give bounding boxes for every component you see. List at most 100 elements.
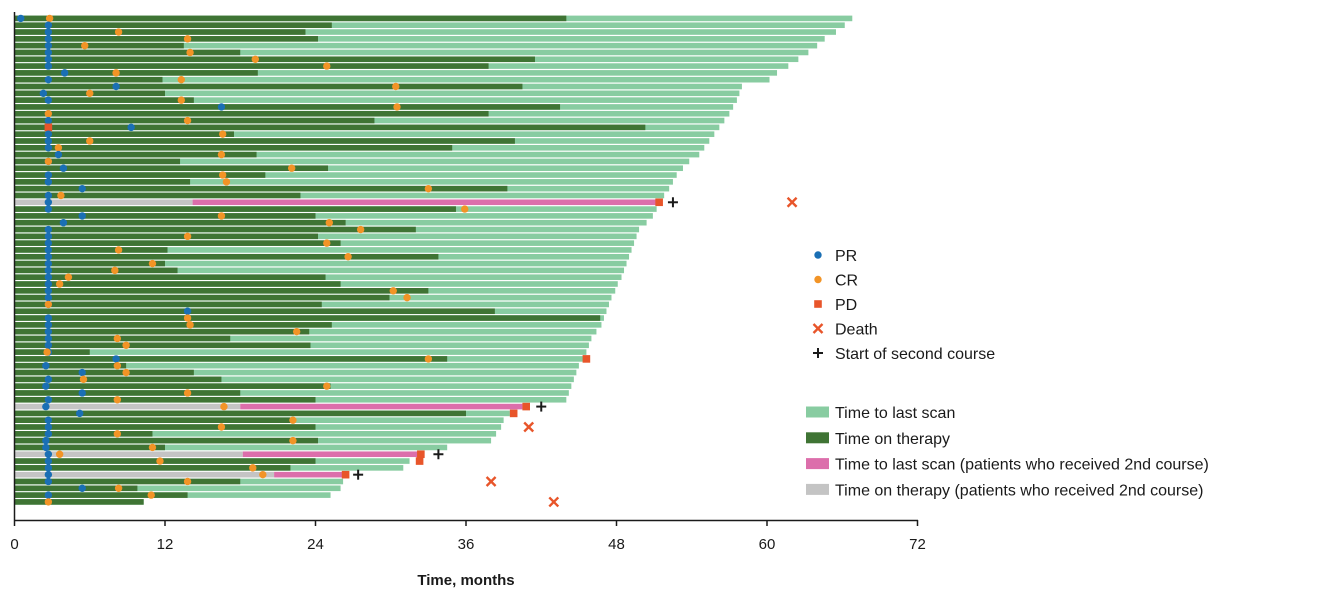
therapy-bar [14, 131, 234, 137]
pr-marker [44, 28, 53, 36]
pd-marker [44, 123, 53, 132]
cr-marker [183, 232, 192, 241]
cr-marker [86, 89, 94, 98]
pr-marker [44, 171, 53, 179]
pd-marker [341, 470, 350, 479]
legend-second_start-symbol [813, 348, 823, 358]
pr-marker [44, 137, 53, 145]
pr-marker [44, 116, 53, 125]
patient-row-44 [14, 308, 607, 315]
cr-marker [156, 457, 164, 465]
cr-marker [251, 55, 259, 63]
pr-marker [44, 491, 53, 499]
cr-marker [57, 191, 65, 200]
last-scan-bar [14, 335, 592, 342]
cr-marker [183, 35, 192, 43]
pr-marker [44, 205, 53, 213]
pr-marker [44, 55, 53, 63]
pr-marker [44, 470, 53, 479]
cr-marker [122, 368, 130, 377]
pr-marker [42, 443, 50, 452]
patient-row-11 [14, 83, 742, 90]
x-tick-label-24: 24 [307, 536, 324, 553]
cr-marker [186, 48, 194, 57]
patient-row-16 [14, 117, 725, 124]
cr-marker [325, 219, 333, 227]
patient-row-10 [14, 76, 770, 83]
cr-marker [44, 157, 53, 166]
therapy-bar [14, 144, 453, 151]
patient-row-47 [14, 328, 597, 335]
last-scan-bar-2nd-course [240, 403, 523, 410]
cr-marker [323, 239, 331, 247]
legend-pr-symbol [814, 251, 822, 259]
pr-marker [44, 225, 53, 234]
last-scan-bar [14, 36, 825, 42]
cr-marker [356, 225, 365, 234]
x-tick-label-48: 48 [608, 536, 625, 553]
last-scan-bar [14, 42, 818, 49]
cr-marker [122, 341, 130, 349]
therapy-bar [14, 253, 439, 260]
patient-row-18 [14, 131, 715, 137]
therapy-bar [14, 478, 241, 485]
therapy-bar [14, 328, 310, 335]
patient-row-30 [14, 213, 653, 219]
x-tick-label-72: 72 [909, 536, 926, 553]
pr-marker [42, 436, 50, 445]
patient-row-26 [14, 185, 670, 192]
legend-second_last_scan-swatch [806, 458, 829, 470]
cr-marker [249, 464, 257, 472]
patient-row-59 [14, 410, 510, 417]
patient-row-60 [14, 417, 504, 423]
pr-marker [44, 464, 53, 472]
therapy-bar [14, 240, 341, 246]
legend-second_therapy-label: Time on therapy (patients who received 2… [835, 482, 1203, 499]
patient-row-51 [14, 356, 584, 362]
last-scan-bar [14, 349, 587, 355]
cr-marker [43, 348, 51, 356]
patient-row-45 [14, 315, 604, 321]
patient-row-70 [14, 485, 341, 492]
last-scan-bar [14, 192, 665, 199]
patient-row-12 [14, 90, 740, 97]
patient-row-69 [14, 478, 344, 485]
patient-row-40 [14, 281, 618, 287]
last-scan-bar [14, 390, 569, 396]
patient-row-9 [14, 70, 778, 76]
therapy-bar [14, 179, 191, 185]
cr-marker [79, 375, 88, 384]
pr-marker [44, 375, 53, 384]
therapy-bar [14, 322, 332, 328]
cr-marker [114, 484, 123, 492]
pr-marker [17, 14, 25, 23]
cr-marker [289, 416, 297, 424]
last-scan-bar-2nd-course [274, 471, 344, 478]
patient-row-33 [14, 233, 637, 240]
pr-marker [78, 484, 86, 492]
patient-row-14 [14, 104, 734, 110]
therapy-bar [14, 104, 561, 110]
pr-marker [44, 280, 53, 288]
therapy-bar [14, 213, 316, 219]
patient-row-19 [14, 138, 710, 144]
cr-marker [55, 450, 64, 458]
death-marker-stroke-b [485, 476, 497, 487]
therapy-bar [14, 124, 646, 131]
cr-marker [86, 137, 94, 145]
x-tick-label-12: 12 [157, 536, 174, 553]
last-scan-bar [14, 29, 836, 35]
last-scan-bar [14, 49, 809, 56]
pr-marker [44, 75, 53, 84]
patient-row-24 [14, 172, 677, 178]
therapy-bar [14, 485, 138, 492]
x-tick-label-0: 0 [10, 536, 18, 553]
therapy-bar-2nd-course [14, 471, 275, 478]
cr-marker [222, 178, 231, 186]
cr-marker [424, 184, 433, 193]
death-marker [485, 476, 497, 487]
legend-cr-label: CR [835, 273, 858, 290]
therapy-bar [14, 437, 319, 444]
therapy-bar [14, 206, 456, 212]
pd-marker [509, 409, 518, 418]
